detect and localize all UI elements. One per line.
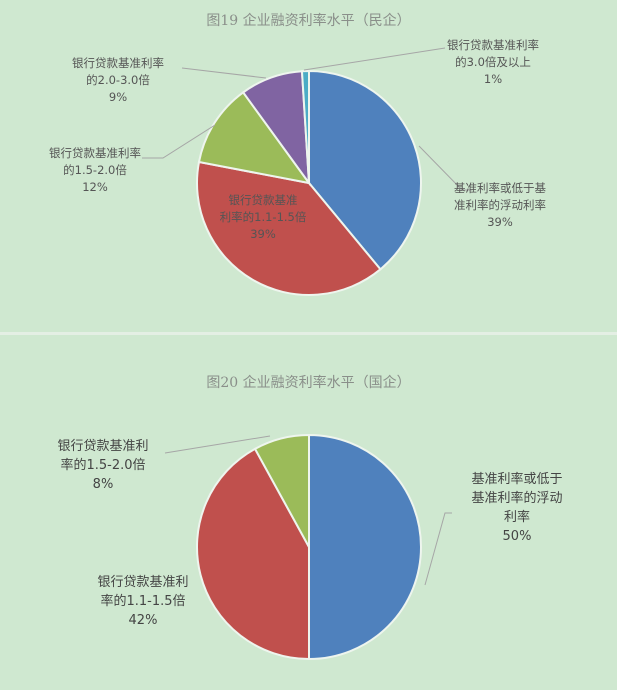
slice-value-label: 8% [92, 477, 114, 492]
pie-slice [308, 433, 422, 661]
pie-svg [142, 47, 472, 296]
slice-label-line: 的1.5-2.0倍 [63, 163, 127, 177]
leader-line [164, 435, 271, 454]
slice-label-line: 银行贷款基准利率 [72, 56, 164, 70]
slice-value-label: 1% [483, 72, 503, 86]
pie-slice [308, 69, 422, 271]
slice-label-line: 银行贷款基准利 [57, 439, 149, 454]
slice-label: 银行贷款基准利 率的1.5-2.0倍 8% [57, 437, 148, 494]
pie-slice [300, 69, 310, 184]
slice-label-line: 利率 [503, 510, 531, 525]
slice-label-line: 银行贷款基准 [228, 193, 298, 207]
pie-svg [164, 433, 452, 661]
leader-line [303, 47, 446, 71]
leader-line [418, 145, 472, 191]
chart-private-enterprise: 图19 企业融资利率水平（民企） 基准利率或低于基 准利率的浮动利率 39% 银行贷款… [0, 0, 617, 332]
slice-value-label: 50% [502, 529, 532, 544]
slice-label-line: 银行贷款基准利率 [447, 38, 539, 52]
divider [0, 332, 617, 335]
slice-label-line: 银行贷款基准利率 [49, 146, 141, 160]
slice-value-label: 42% [128, 613, 158, 628]
slice-label-line: 率的1.1-1.5倍 [100, 594, 186, 609]
slice-value-label: 9% [108, 90, 128, 104]
slice-label: 基准利率或低于 基准利率的浮动 利率 50% [471, 470, 562, 546]
chart-state-enterprise: 图20 企业融资利率水平（国企） 基准利率或低于 基准利率的浮动 利率 50% 银行贷款… [0, 335, 617, 690]
pie-slice [253, 433, 310, 548]
chart-title: 图19 企业融资利率水平（民企） [206, 13, 411, 29]
slice-label-line: 基准利率或低于基 [454, 181, 546, 195]
chart-title: 图20 企业融资利率水平（国企） [206, 375, 411, 391]
leader-line [424, 512, 452, 586]
slice-value-label: 12% [82, 180, 108, 194]
slice-label-line: 的2.0-3.0倍 [86, 73, 150, 87]
slice-label-line: 基准利率或低于 [471, 472, 563, 487]
slice-label: 基准利率或低于基 准利率的浮动利率 39% [454, 180, 546, 231]
pie-slice [197, 90, 312, 185]
slice-label-line: 利率的1.1-1.5倍 [219, 210, 307, 224]
slice-label: 银行贷款基准利率 的1.5-2.0倍 12% [49, 145, 141, 196]
pie-slice [196, 160, 382, 296]
pie-slice [196, 447, 310, 661]
slice-label: 银行贷款基准利率 的2.0-3.0倍 9% [72, 55, 164, 106]
slice-label: 银行贷款基准利 率的1.1-1.5倍 42% [97, 573, 188, 630]
slice-label-line: 银行贷款基准利 [97, 575, 189, 590]
slice-label: 银行贷款基准利率 的3.0倍及以上 1% [447, 37, 539, 88]
slice-value-label: 39% [487, 215, 513, 229]
slice-label: 银行贷款基准 利率的1.1-1.5倍 39% [220, 192, 307, 243]
slice-label-line: 准利率的浮动利率 [454, 198, 546, 212]
slice-label-line: 基准利率的浮动 [471, 491, 563, 506]
slice-label-line: 率的1.5-2.0倍 [60, 458, 146, 473]
slice-label-line: 的3.0倍及以上 [455, 55, 531, 69]
slice-value-label: 39% [250, 227, 276, 241]
leader-line [181, 67, 267, 79]
leader-line [142, 124, 216, 159]
